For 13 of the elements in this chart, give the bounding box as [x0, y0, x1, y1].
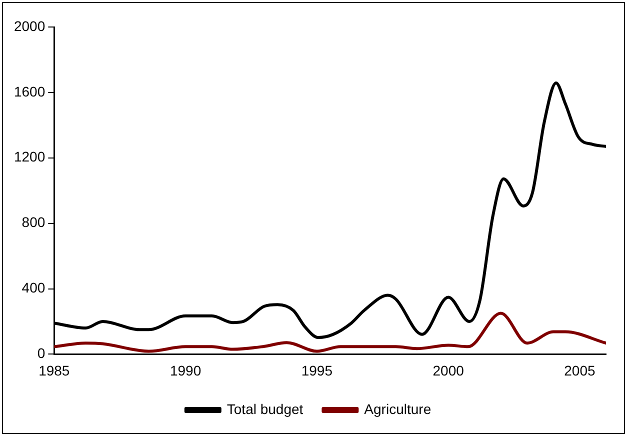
- y-tick-label: 1200: [14, 148, 46, 165]
- y-tick-label: 400: [22, 280, 46, 296]
- y-tick-label: 1600: [14, 83, 46, 100]
- x-tick-label: 2000: [432, 362, 464, 378]
- y-tick-label: 800: [22, 214, 46, 230]
- y-tick-label: 0: [37, 345, 46, 362]
- x-tick-label: 1990: [170, 362, 202, 378]
- legend-label: Total budget: [226, 400, 304, 417]
- x-tick-label: 2005: [564, 362, 596, 378]
- x-tick-label: 1995: [301, 362, 333, 378]
- y-tick-label: 2000: [14, 18, 46, 34]
- legend-label: Agriculture: [364, 400, 432, 417]
- x-tick-label: 1985: [38, 362, 70, 378]
